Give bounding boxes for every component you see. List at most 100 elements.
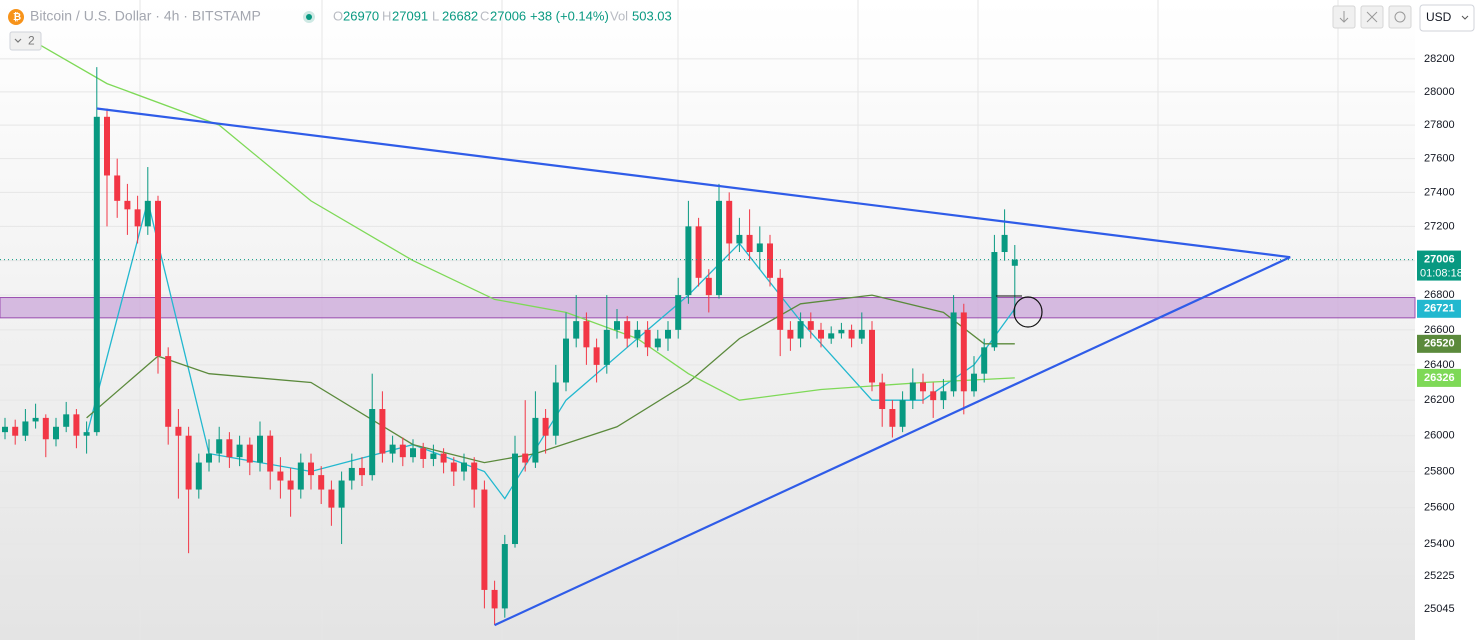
candle-body	[12, 426, 19, 436]
candle-body	[736, 234, 743, 244]
annotation	[996, 295, 1043, 328]
candle-body	[573, 321, 580, 339]
status-dot	[306, 14, 312, 20]
y-tick-label: 27200	[1424, 220, 1455, 232]
candle-body	[695, 226, 702, 278]
candle-body	[869, 329, 875, 383]
candle-body	[501, 544, 508, 609]
ma-price-label: 26520	[1424, 338, 1455, 350]
high-value: 27091	[392, 8, 428, 23]
change-value: +38 (+0.14%)	[530, 8, 609, 23]
moving-average	[86, 294, 1015, 464]
candle-body	[787, 329, 794, 339]
candle-body	[705, 277, 712, 296]
candle-body	[461, 462, 467, 472]
candle-body	[726, 200, 733, 244]
candle-body	[879, 382, 886, 410]
trendline	[494, 256, 1291, 627]
candle-body	[195, 462, 202, 490]
y-tick-label: 26000	[1424, 430, 1455, 442]
candle-body	[889, 409, 896, 427]
candle-body	[104, 116, 110, 176]
indicator-toggle[interactable]	[9, 31, 42, 51]
candle-body	[960, 312, 967, 392]
candle-body	[175, 426, 182, 436]
candle-body	[369, 409, 376, 476]
candle-body	[665, 329, 671, 339]
candle-body	[512, 453, 518, 545]
candle-body	[471, 462, 478, 490]
candle-body	[440, 453, 447, 463]
trendline-layer	[0, 107, 1415, 627]
y-tick-label: 28200	[1424, 53, 1455, 65]
settings-button[interactable]	[1388, 5, 1412, 29]
candle-body	[593, 347, 600, 365]
candle-body	[920, 382, 926, 392]
candle-body	[63, 414, 70, 427]
candle-body	[246, 444, 253, 463]
y-tick-label: 26600	[1424, 324, 1455, 336]
candle-body	[53, 426, 59, 440]
candle-body	[277, 471, 284, 481]
candle-body	[236, 444, 243, 458]
y-tick-label: 25600	[1424, 502, 1455, 514]
candle-body	[318, 475, 325, 490]
candle-body	[1011, 259, 1018, 266]
trendline	[96, 107, 1291, 259]
candle-body	[328, 489, 335, 508]
current-price-label: 27006	[1424, 253, 1455, 265]
currency-dropdown[interactable]	[1419, 4, 1475, 32]
volume-label: Vol	[610, 8, 628, 23]
candle-body	[206, 453, 212, 463]
candle-body	[848, 329, 855, 339]
candle-body	[614, 321, 620, 330]
volume-value: 503.03	[632, 8, 672, 23]
candle-body	[1001, 234, 1008, 253]
candle-body	[297, 462, 304, 490]
price-axis-background	[1415, 0, 1477, 640]
settings-icon	[1394, 11, 1406, 23]
open-value: 26970	[343, 8, 379, 23]
download-icon	[1339, 11, 1349, 23]
candle-body	[971, 373, 977, 392]
candle-body	[359, 467, 365, 476]
candle-body	[389, 444, 396, 454]
candle-body	[603, 329, 610, 365]
candle-body	[552, 382, 559, 436]
candle-body	[685, 226, 692, 296]
candle-body	[379, 409, 386, 454]
candle-body	[73, 414, 80, 436]
currency-label: USD	[1426, 10, 1452, 24]
ma-price-box	[1417, 299, 1461, 318]
candles-layer	[2, 67, 1018, 626]
candle-body	[450, 462, 457, 472]
candle-body	[165, 356, 172, 427]
circle-annotation	[1013, 296, 1043, 328]
candle-body	[430, 453, 437, 459]
candle-body	[675, 295, 682, 330]
candle-body	[838, 329, 845, 334]
y-tick-label: 27400	[1424, 186, 1455, 198]
candle-body	[818, 329, 824, 339]
open-label: O	[333, 8, 343, 23]
price-zone	[0, 297, 1416, 319]
candle-body	[2, 426, 8, 433]
candle-body	[114, 175, 121, 201]
y-tick-label: 27800	[1424, 119, 1455, 131]
candle-body	[399, 444, 406, 458]
dropdown-chevron	[1461, 15, 1469, 20]
candle-body	[563, 338, 569, 383]
candle-body	[338, 480, 345, 508]
candle-body	[634, 329, 641, 339]
candle-body	[257, 435, 263, 463]
plot-background	[0, 0, 1415, 640]
candle-body	[777, 277, 784, 330]
candle-body	[746, 234, 753, 253]
y-tick-label: 28000	[1424, 86, 1455, 98]
candle-body	[909, 382, 916, 401]
y-tick-label: 26200	[1424, 394, 1455, 406]
candle-body	[226, 439, 233, 458]
countdown-label: 01:08:18	[1420, 267, 1463, 279]
